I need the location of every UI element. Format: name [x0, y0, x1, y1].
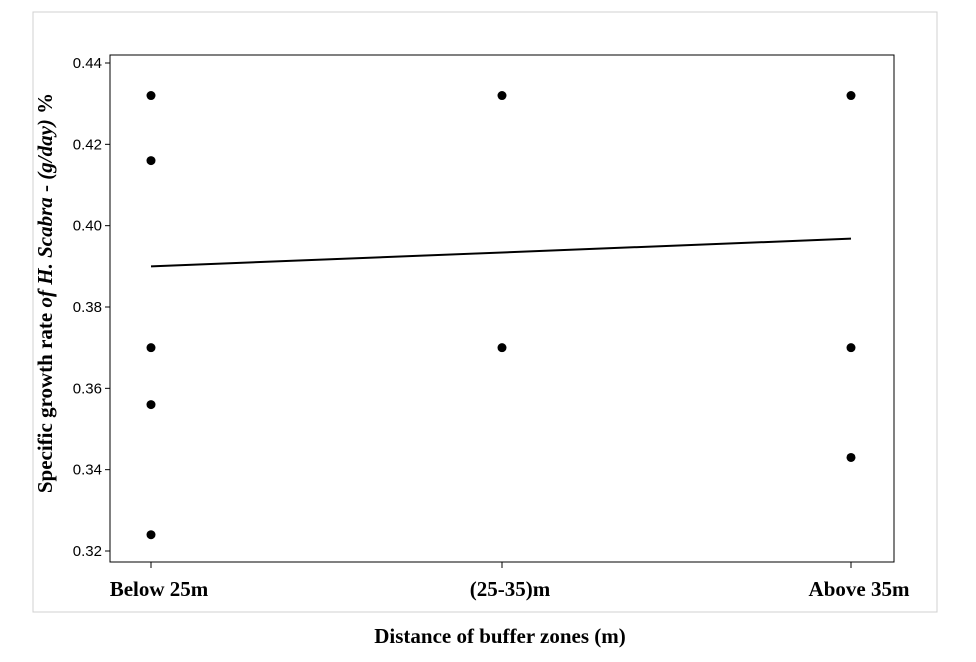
data-point	[146, 343, 156, 353]
fit-line	[150, 237, 852, 268]
y-tick-label: 0.34	[73, 462, 102, 479]
y-tick-label: 0.38	[73, 299, 102, 316]
data-point	[497, 343, 507, 353]
y-tick-label: 0.44	[73, 55, 102, 72]
data-point	[146, 91, 156, 101]
y-tick-label: 0.40	[73, 218, 102, 235]
data-point	[146, 156, 156, 166]
data-point	[846, 343, 856, 353]
y-axis: 0.32 0.34 0.36 0.38 0.40 0.42 0.44	[73, 55, 110, 560]
x-tick-label: Above 35m	[809, 577, 910, 601]
plot-area	[109, 54, 895, 563]
data-point	[146, 400, 156, 410]
x-tick-label: Below 25m	[110, 577, 209, 601]
y-tick-label: 0.36	[73, 380, 102, 397]
x-axis: Below 25m (25-35)m Above 35m	[110, 562, 910, 601]
x-tick-label: (25-35)m	[470, 577, 551, 601]
data-point	[846, 452, 856, 462]
y-tick-label: 0.32	[73, 543, 102, 560]
y-tick-label: 0.42	[73, 136, 102, 153]
data-points	[146, 91, 856, 540]
data-point	[146, 530, 156, 540]
data-point	[846, 91, 856, 101]
data-point	[497, 91, 507, 101]
fit-line-group	[150, 237, 852, 268]
figure-frame	[32, 11, 938, 613]
x-axis-title: Distance of buffer zones (m)	[374, 624, 626, 648]
y-axis-title: Specific growth rate of H. Scabra - (g/d…	[33, 93, 57, 493]
